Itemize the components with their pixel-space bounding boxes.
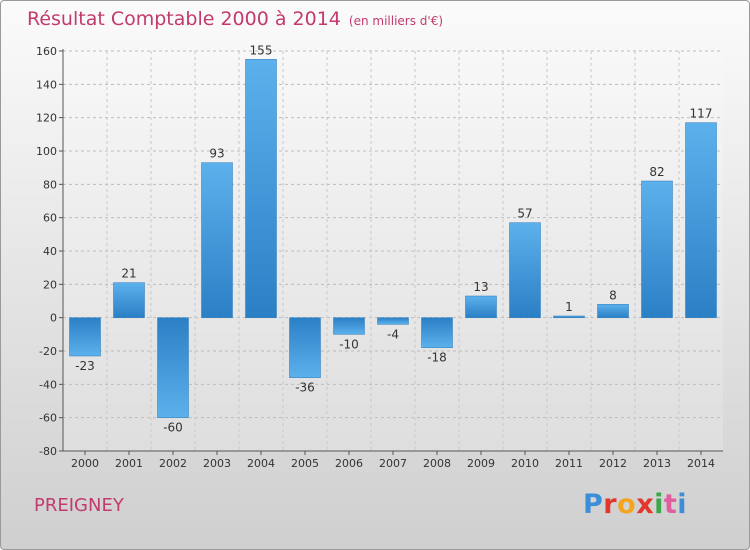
bar-2006 xyxy=(333,317,365,335)
value-label-2012: 8 xyxy=(609,288,617,302)
bar-2004 xyxy=(245,59,277,318)
y-tick-label: 80 xyxy=(43,178,57,191)
x-tick-label-2006: 2006 xyxy=(335,457,363,470)
value-label-2009: 13 xyxy=(473,280,488,294)
logo-letter: i xyxy=(654,489,664,520)
bar-2013 xyxy=(641,180,673,318)
bar-2010 xyxy=(509,222,541,318)
logo-letter: P xyxy=(583,489,604,520)
x-tick-label-2013: 2013 xyxy=(643,457,671,470)
y-tick-label: -80 xyxy=(39,445,57,458)
logo-letter: r xyxy=(603,489,618,520)
x-tick-label-2014: 2014 xyxy=(687,457,715,470)
value-label-2002: -60 xyxy=(163,421,183,435)
value-label-2007: -4 xyxy=(387,327,399,341)
x-tick-label-2007: 2007 xyxy=(379,457,407,470)
bar-2007 xyxy=(377,317,409,325)
value-label-2005: -36 xyxy=(295,381,315,395)
bar-2003 xyxy=(201,162,233,318)
y-tick-label: 20 xyxy=(43,278,57,291)
y-tick-label: 140 xyxy=(36,78,57,91)
bar-2012 xyxy=(597,304,629,318)
bar-2001 xyxy=(113,282,145,318)
y-tick-label: 60 xyxy=(43,212,57,225)
chart-title: Résultat Comptable 2000 à 2014 (en millie… xyxy=(27,8,443,30)
y-tick-label: 40 xyxy=(43,245,57,258)
logo-letter: i xyxy=(677,489,688,520)
title-unit: (en milliers d'€) xyxy=(348,14,444,28)
value-label-2001: 21 xyxy=(121,267,136,281)
x-tick-label-2004: 2004 xyxy=(247,457,275,470)
value-label-2004: 155 xyxy=(250,43,273,57)
y-tick-label: -20 xyxy=(39,345,57,358)
logo-letter: o xyxy=(617,489,637,520)
y-tick-label: 100 xyxy=(36,145,57,158)
x-tick-label-2005: 2005 xyxy=(291,457,319,470)
x-tick-label-2003: 2003 xyxy=(203,457,231,470)
bar-2000 xyxy=(69,317,101,357)
bars: -23 21 -60 93 155 -36 -10 -4 -18 13 57 1 8 82 117 xyxy=(69,43,717,435)
value-label-2014: 117 xyxy=(690,107,713,121)
value-label-2006: -10 xyxy=(339,337,359,351)
commune-name: PREIGNEY xyxy=(34,495,124,516)
value-label-2011: 1 xyxy=(565,300,573,314)
bar-2008 xyxy=(421,317,453,348)
title-text: Résultat Comptable 2000 à 2014 xyxy=(27,8,341,30)
y-tick-label: 0 xyxy=(50,312,57,325)
y-tick-label: -40 xyxy=(39,378,57,391)
bar-2002 xyxy=(157,317,189,418)
x-tick-label-2009: 2009 xyxy=(467,457,495,470)
bar-2009 xyxy=(465,295,497,318)
x-tick-label-2000: 2000 xyxy=(71,457,99,470)
value-label-2003: 93 xyxy=(209,147,224,161)
y-tick-label: 160 xyxy=(36,45,57,58)
x-tick-label-2011: 2011 xyxy=(555,457,583,470)
value-label-2010: 57 xyxy=(517,207,532,221)
value-label-2008: -18 xyxy=(427,351,447,365)
proxiti-logo: Proxiti xyxy=(583,489,687,520)
y-tick-label: 120 xyxy=(36,112,57,125)
x-tick-label-2012: 2012 xyxy=(599,457,627,470)
bar-2014 xyxy=(685,122,717,318)
grid-lines xyxy=(63,50,723,452)
x-tick-label-2008: 2008 xyxy=(423,457,451,470)
x-tick-label-2001: 2001 xyxy=(115,457,143,470)
bar-2005 xyxy=(289,317,321,378)
logo-letter: t xyxy=(663,489,678,520)
logo-letter: x xyxy=(636,489,655,520)
x-tick-label-2010: 2010 xyxy=(511,457,539,470)
y-tick-label: -60 xyxy=(39,412,57,425)
bar-2011 xyxy=(553,315,585,318)
value-label-2013: 82 xyxy=(649,165,664,179)
x-tick-label-2002: 2002 xyxy=(159,457,187,470)
axes: -80 -60 -40 -20 0 20 40 60 80 100 120 140 160 2000 200… xyxy=(36,45,723,470)
value-label-2000: -23 xyxy=(75,359,95,373)
